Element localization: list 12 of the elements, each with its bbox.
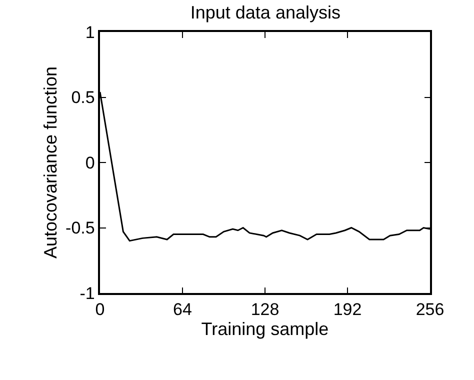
x-tick-label: 64 (173, 300, 192, 320)
y-axis-title: Autocovariance function (40, 66, 60, 259)
y-tick-label: 0.5 (71, 88, 95, 108)
y-tick-label: -1 (80, 284, 95, 303)
chart-title: Input data analysis (190, 2, 340, 22)
x-tick-label: 128 (250, 300, 280, 320)
y-tick-label: 1 (85, 22, 95, 42)
x-tick-label: 192 (333, 300, 362, 320)
y-tick-label: -0.5 (66, 218, 95, 238)
x-axis-title: Training sample (201, 319, 329, 340)
y-tick-label: 0 (85, 153, 95, 172)
x-tick-label: 256 (416, 300, 444, 320)
